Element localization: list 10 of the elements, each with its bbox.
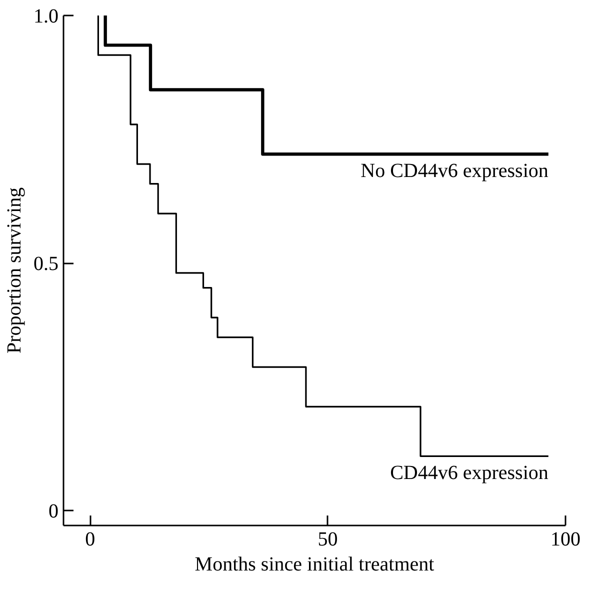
x-tick-label: 50	[318, 528, 338, 550]
y-tick-label: 0	[48, 500, 58, 523]
y-tick-label: 1.0	[34, 6, 58, 28]
y-axis-title: Proportion surviving	[4, 187, 26, 354]
x-axis-title: Months since initial treatment	[194, 554, 435, 576]
series-label: CD44v6 expression	[390, 462, 548, 484]
x-tick-label: 100	[550, 528, 580, 550]
x-tick-label: 0	[85, 528, 96, 550]
y-tick-label: 0.5	[34, 253, 58, 276]
series-label: No CD44v6 expression	[360, 160, 548, 182]
